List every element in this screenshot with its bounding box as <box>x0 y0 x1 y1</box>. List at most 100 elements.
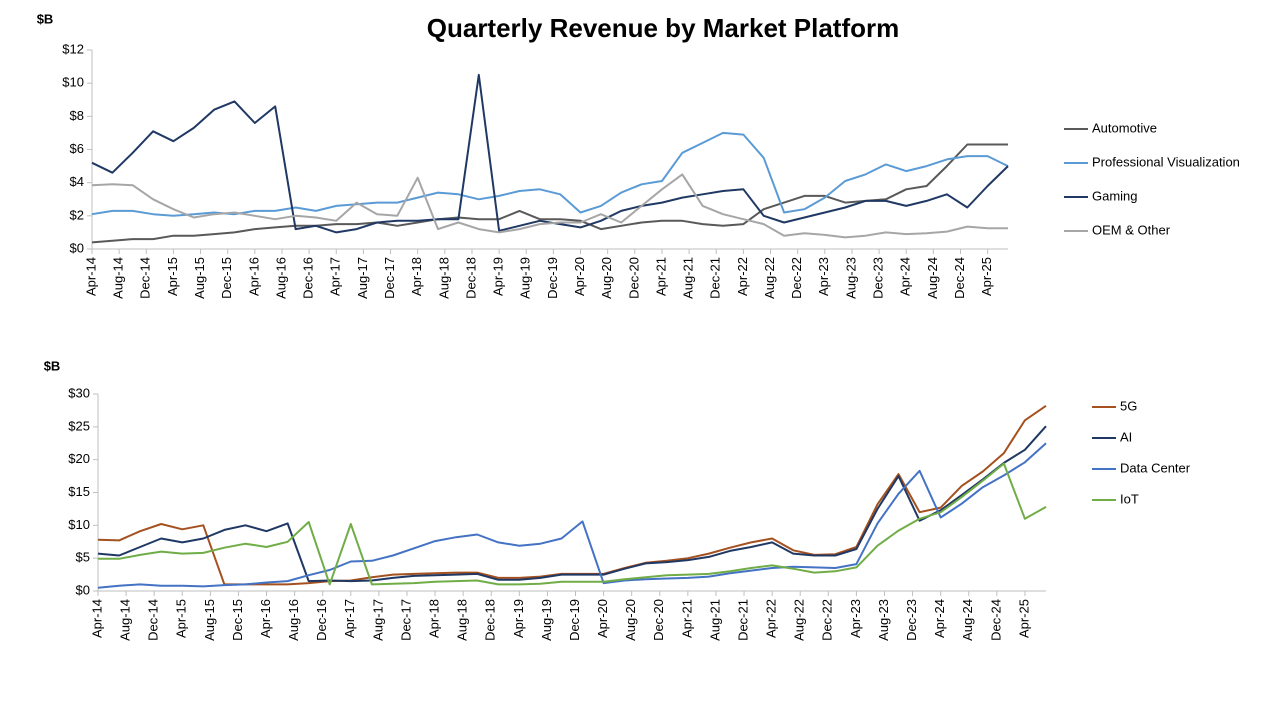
series-line <box>97 442 1047 589</box>
x-tick-label: Dec-14 <box>138 257 153 299</box>
x-tick-label: Aug-21 <box>707 599 722 641</box>
legend-label: Data Center <box>1120 460 1191 475</box>
x-tick-label: Dec-23 <box>871 257 886 299</box>
x-tick-label: Dec-18 <box>463 257 478 299</box>
y-tick-label: $5 <box>76 550 90 565</box>
y-tick-label: $25 <box>68 418 90 433</box>
x-tick-label: Aug-16 <box>286 599 301 641</box>
x-tick-label: Apr-19 <box>491 257 506 296</box>
x-tick-label: Dec-17 <box>382 257 397 299</box>
legend-label: IoT <box>1120 491 1139 506</box>
x-tick-label: Apr-22 <box>735 257 750 296</box>
x-tick-label: Apr-16 <box>258 599 273 638</box>
x-tick-label: Dec-19 <box>567 599 582 641</box>
legend-label: 5G <box>1120 398 1137 413</box>
x-tick-label: Dec-14 <box>146 599 161 641</box>
x-tick-label: Apr-23 <box>816 257 831 296</box>
y-tick-label: $10 <box>62 75 84 90</box>
x-tick-label: Aug-14 <box>118 599 133 641</box>
x-tick-label: Aug-17 <box>355 257 370 299</box>
x-tick-label: Dec-21 <box>735 599 750 641</box>
x-tick-label: Aug-19 <box>518 257 533 299</box>
x-tick-label: Aug-22 <box>792 599 807 641</box>
x-tick-label: Dec-22 <box>789 257 804 299</box>
x-tick-label: Apr-19 <box>511 599 526 638</box>
y-tick-label: $6 <box>70 141 84 156</box>
y-tick-label: $0 <box>70 240 84 255</box>
x-tick-label: Apr-24 <box>932 599 947 638</box>
x-tick-label: Aug-23 <box>876 599 891 641</box>
x-tick-label: Aug-24 <box>960 599 975 641</box>
x-tick-label: Aug-22 <box>762 257 777 299</box>
x-tick-label: Apr-25 <box>979 257 994 296</box>
page-title: Quarterly Revenue by Market Platform <box>427 13 900 43</box>
x-tick-label: Aug-18 <box>436 257 451 299</box>
y-tick-label: $15 <box>68 484 90 499</box>
x-tick-label: Aug-20 <box>599 257 614 299</box>
legend-label: Automotive <box>1092 120 1157 135</box>
series-line <box>91 143 1008 244</box>
x-tick-label: Dec-16 <box>301 257 316 299</box>
x-tick-label: Dec-17 <box>398 599 413 641</box>
y-tick-label: $2 <box>70 207 84 222</box>
x-tick-label: Apr-20 <box>595 599 610 638</box>
legend-label: Gaming <box>1092 188 1138 203</box>
x-tick-label: Aug-24 <box>925 257 940 299</box>
x-tick-label: Dec-15 <box>219 257 234 299</box>
x-tick-label: Dec-18 <box>483 599 498 641</box>
x-tick-label: Aug-23 <box>843 257 858 299</box>
x-tick-label: Dec-24 <box>988 599 1003 641</box>
x-tick-label: Apr-18 <box>409 257 424 296</box>
y-tick-label: $10 <box>68 517 90 532</box>
x-tick-label: Dec-15 <box>230 599 245 641</box>
x-tick-label: Aug-14 <box>111 257 126 299</box>
x-tick-label: Apr-18 <box>427 599 442 638</box>
x-tick-label: Dec-23 <box>904 599 919 641</box>
x-tick-label: Apr-16 <box>246 257 261 296</box>
x-tick-label: Apr-14 <box>83 257 98 296</box>
x-tick-label: Aug-16 <box>273 257 288 299</box>
series-line <box>97 425 1047 583</box>
series-line <box>91 173 1008 239</box>
x-tick-label: Apr-24 <box>898 257 913 296</box>
x-tick-label: Dec-24 <box>952 257 967 299</box>
y-unit-label: $B <box>44 358 61 373</box>
y-tick-label: $0 <box>76 582 90 597</box>
x-tick-label: Apr-17 <box>328 257 343 296</box>
legend-label: AI <box>1120 429 1132 444</box>
x-tick-label: Aug-15 <box>202 599 217 641</box>
x-tick-label: Dec-20 <box>626 257 641 299</box>
x-tick-label: Apr-15 <box>165 257 180 296</box>
x-tick-label: Apr-25 <box>1016 599 1031 638</box>
x-tick-label: Aug-15 <box>192 257 207 299</box>
x-tick-label: Dec-19 <box>545 257 560 299</box>
x-tick-label: Dec-20 <box>651 599 666 641</box>
y-tick-label: $8 <box>70 108 84 123</box>
x-tick-label: Apr-20 <box>572 257 587 296</box>
x-tick-label: Apr-21 <box>653 257 668 296</box>
x-tick-label: Dec-21 <box>708 257 723 299</box>
x-tick-label: Apr-14 <box>89 599 104 638</box>
x-tick-label: Aug-18 <box>455 599 470 641</box>
x-tick-label: Aug-17 <box>370 599 385 641</box>
x-tick-label: Aug-21 <box>681 257 696 299</box>
x-tick-label: Apr-15 <box>174 599 189 638</box>
y-unit-label: $B <box>37 11 54 26</box>
y-tick-label: $20 <box>68 451 90 466</box>
legend-label: OEM & Other <box>1092 222 1171 237</box>
x-tick-label: Aug-19 <box>539 599 554 641</box>
chart: $B $0 $5 $10 $15 $20 $25 $30 Apr-14 Aug-14 Dec-14 A… <box>44 358 1191 640</box>
x-tick-label: Apr-23 <box>848 599 863 638</box>
series-line <box>91 73 1009 234</box>
series-line <box>98 462 1047 586</box>
series-line <box>91 131 1009 217</box>
y-tick-label: $30 <box>68 385 90 400</box>
series-line <box>97 404 1047 586</box>
x-tick-label: Apr-22 <box>764 599 779 638</box>
legend-label: Professional Visualization <box>1092 154 1240 169</box>
x-tick-label: Dec-22 <box>820 599 835 641</box>
x-tick-label: Aug-20 <box>623 599 638 641</box>
y-tick-label: $4 <box>70 174 84 189</box>
x-tick-label: Apr-17 <box>342 599 357 638</box>
